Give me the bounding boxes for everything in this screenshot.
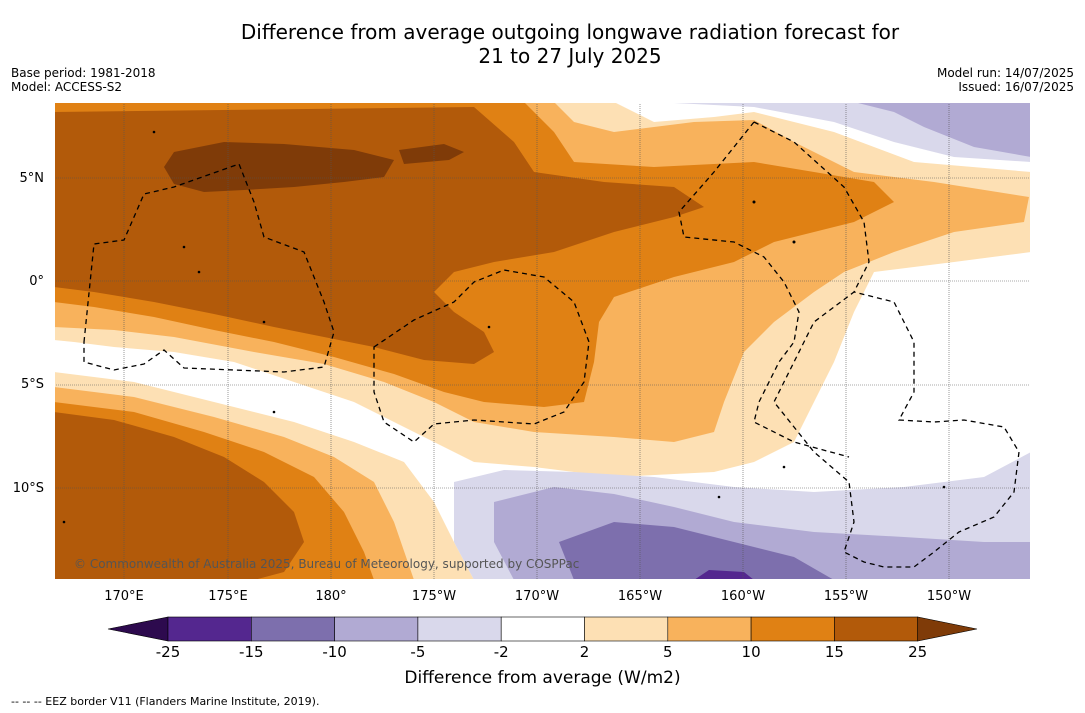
colorbar-segment [167,616,252,642]
colorbar-segment [750,616,835,642]
colorbar-segment [500,616,585,642]
colorbar-tick-label: -15 [239,643,264,661]
lon-label-175w: 175°W [411,589,457,604]
colorbar-segment [834,616,919,642]
lat-label-5s: 5°S [20,377,44,392]
lon-label-170e: 170°E [104,589,144,604]
map-title-line2: 21 to 27 July 2025 [478,44,662,68]
colorbar-segment [584,616,669,642]
lat-label-5n: 5°N [19,171,45,186]
graticule [54,102,1031,580]
colorbar-tick-label: -10 [322,643,347,661]
colorbar-tick-label: 10 [741,643,761,661]
base-period: Base period: 1981-2018 [11,66,156,80]
map-title: Difference from average outgoing longwav… [0,20,1085,68]
lon-label-155w: 155°W [823,589,869,604]
map-title-line1: Difference from average outgoing longwav… [240,20,900,44]
contour-neg-northeast [854,102,1031,157]
contour-15-25-south [54,412,304,580]
eez-borders [83,121,1020,568]
eez-kiribati [83,163,335,373]
lon-label-165w: 165°W [617,589,663,604]
contour-over-25-b [399,144,464,164]
lon-label-150w: 150°W [926,589,972,604]
model-run: Model run: 14/07/2025 [936,66,1074,80]
eez-cook-north [678,121,850,458]
colorbar-segment [251,616,335,642]
lon-label-170w: 170°W [514,589,560,604]
map-frame [54,102,1031,580]
eez-tokelau [373,269,590,443]
colorbar-segment [417,616,502,642]
copyright-notice: © Commonwealth of Australia 2025, Bureau… [74,557,580,571]
issued-date: Issued: 16/07/2025 [958,80,1074,94]
lon-label-175e: 175°E [208,589,248,604]
colorbar-svg [107,616,978,642]
islands [62,130,946,524]
colorbar-title: Difference from average (W/m2) [404,668,681,688]
anomaly-map [54,102,1031,580]
colorbar [100,612,1000,652]
lat-label-0: 0° [29,274,44,289]
anomaly-map-svg [54,102,1031,580]
contour-neg10-neg15 [559,522,834,580]
contour-neg15-neg25 [694,570,754,580]
lon-label-180: 180° [315,589,347,604]
colorbar-extend-high [917,616,978,642]
meta-left: Base period: 1981-2018 Model: ACCESS-S2 [11,66,156,94]
colorbar-tick-label: -5 [410,643,426,661]
eez-footnote: -- -- -- EEZ border V11 (Flanders Marine… [11,695,320,708]
lon-label-160w: 160°W [720,589,766,604]
colorbar-segment [334,616,419,642]
colorbar-tick-label: 25 [908,643,928,661]
model-name: Model: ACCESS-S2 [11,80,123,94]
colorbar-tick-label: 2 [579,643,590,661]
colorbar-segment [667,616,752,642]
colorbar-tick-label: 5 [663,643,673,661]
colorbar-extend-low [107,616,169,642]
colorbar-tick-label: -2 [493,643,509,661]
colorbar-tick-label: 15 [824,643,844,661]
colorbar-tick-label: -25 [155,643,181,661]
lat-label-10s: 10°S [12,481,44,496]
meta-right: Model run: 14/07/2025 Issued: 16/07/2025 [937,66,1074,94]
contour-over-25 [164,142,394,192]
